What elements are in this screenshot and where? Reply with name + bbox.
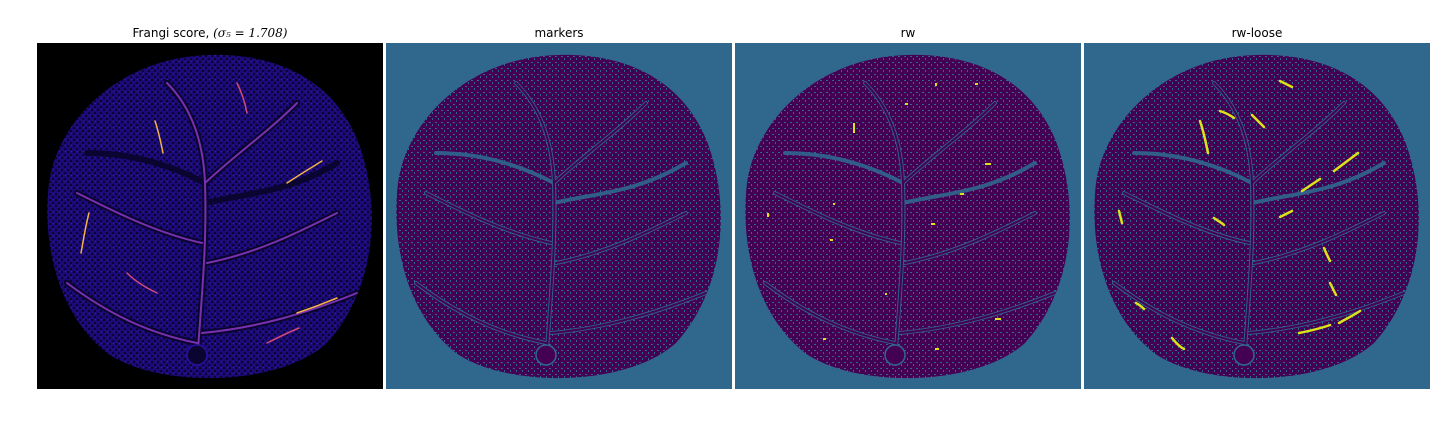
panel-title-rw: rw: [900, 26, 916, 40]
frangi-image: [37, 43, 383, 389]
title-math: (σ₅ = 1.708): [213, 26, 288, 40]
panel-title-frangi: Frangi score, (σ₅ = 1.708): [37, 25, 383, 41]
panel-rw: [735, 43, 1081, 389]
panel-frangi: [37, 43, 383, 389]
panel-markers: [386, 43, 732, 389]
panel-title-rw-loose: rw-loose: [1231, 26, 1283, 40]
panel-title-markers: markers: [534, 26, 584, 40]
rw-image: [735, 43, 1081, 389]
markers-image: [386, 43, 732, 389]
panel-rw-loose: [1084, 43, 1430, 389]
rw-loose-image: [1084, 43, 1430, 389]
title-text: Frangi score,: [132, 26, 214, 40]
